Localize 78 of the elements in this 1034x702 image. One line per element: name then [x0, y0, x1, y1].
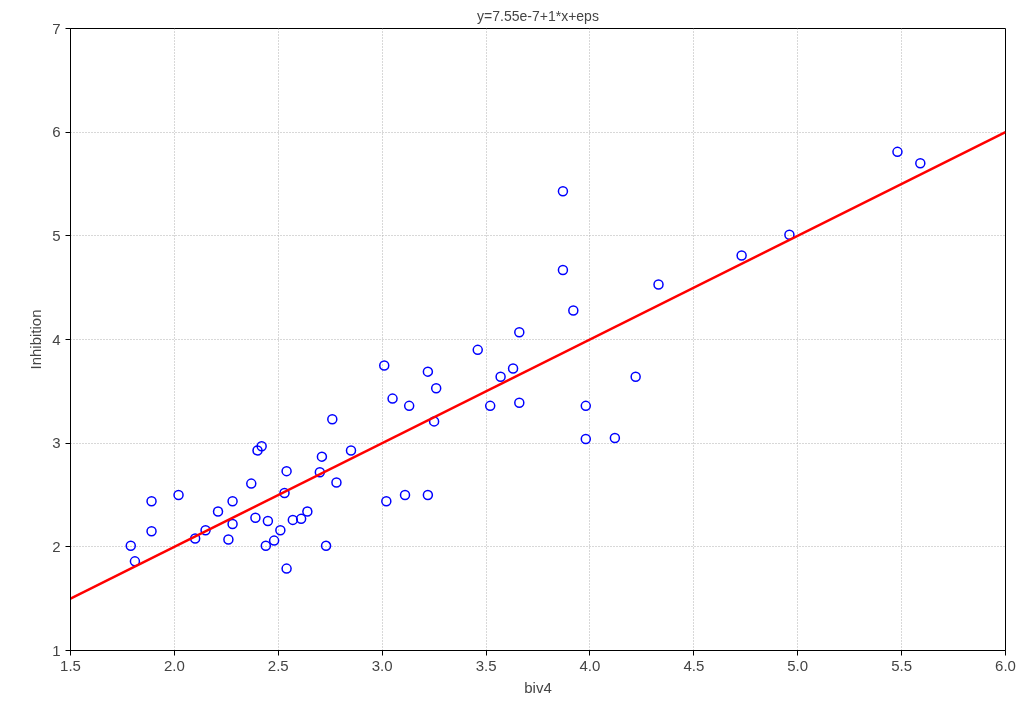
x-axis-title: biv4	[524, 678, 552, 696]
point	[472, 344, 483, 356]
point	[784, 229, 795, 241]
point	[314, 466, 326, 478]
point	[378, 360, 390, 371]
point	[260, 540, 272, 552]
x-tick-label: 3.0	[371, 656, 393, 674]
x-tick-label: 2.0	[163, 656, 185, 674]
point	[495, 371, 506, 383]
point	[227, 495, 238, 507]
y-tick-label: 5	[52, 226, 61, 244]
point	[212, 506, 224, 517]
point	[295, 513, 307, 525]
point	[403, 400, 415, 412]
point	[630, 371, 641, 383]
x-tick-label: 6.0	[995, 656, 1016, 674]
point	[281, 465, 292, 477]
point	[428, 416, 440, 427]
y-tick-label: 2	[52, 537, 61, 555]
point	[256, 441, 267, 452]
point	[430, 382, 442, 394]
point	[609, 432, 621, 444]
point	[580, 433, 592, 445]
point	[252, 445, 263, 456]
point	[262, 515, 274, 527]
y-tick-label: 6	[52, 123, 61, 141]
y-tick-label: 4	[52, 330, 61, 348]
x-tick-label: 2.5	[267, 656, 289, 674]
x-tick-label: 1.5	[60, 656, 81, 674]
point	[268, 535, 280, 546]
x-tick-label: 4.0	[579, 656, 601, 674]
point	[320, 540, 332, 552]
point	[557, 186, 569, 197]
point	[653, 279, 664, 290]
point	[568, 305, 579, 316]
point	[736, 250, 747, 261]
point	[580, 400, 592, 412]
x-tick-label: 4.5	[683, 656, 705, 674]
point	[250, 512, 261, 524]
point	[146, 526, 157, 537]
point	[484, 400, 496, 412]
point	[345, 445, 357, 456]
point	[507, 363, 519, 374]
point	[514, 327, 525, 338]
y-tick-label: 7	[52, 19, 61, 37]
point	[246, 478, 257, 489]
point	[399, 489, 411, 501]
point	[327, 414, 338, 425]
point	[281, 563, 292, 574]
point	[302, 506, 313, 517]
y-axis-title: Inhibition	[27, 309, 45, 370]
point	[189, 533, 201, 544]
point	[173, 489, 184, 501]
point	[331, 477, 342, 488]
point	[125, 540, 137, 552]
point	[279, 487, 290, 499]
point	[557, 264, 569, 276]
point	[387, 393, 398, 404]
point	[381, 495, 392, 507]
x-tick-label: 5.0	[787, 656, 809, 674]
point	[129, 556, 141, 567]
x-tick-label: 5.5	[891, 656, 913, 674]
x-tick-label: 3.5	[475, 656, 497, 674]
point	[316, 451, 328, 462]
point	[223, 534, 234, 545]
point	[422, 366, 434, 377]
y-tick-label: 1	[52, 641, 61, 659]
point	[915, 158, 926, 169]
point	[422, 489, 434, 501]
y-tick-label: 3	[52, 434, 61, 452]
point	[514, 397, 525, 408]
point	[892, 146, 903, 158]
point	[200, 525, 211, 536]
chart-title: y=7.55e-7+1*x+eps	[477, 7, 599, 24]
point	[227, 518, 238, 530]
point	[287, 514, 299, 526]
point	[146, 495, 157, 507]
point	[275, 525, 286, 536]
